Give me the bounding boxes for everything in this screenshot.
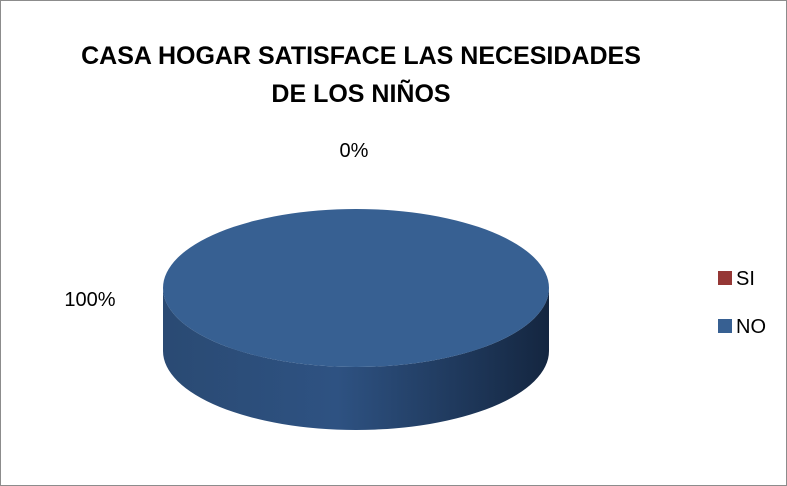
pie-side-no [163,288,549,430]
legend-swatch-si [718,271,732,285]
pie-slice-no [163,209,549,367]
legend-label-si: SI [736,268,755,290]
legend-label-no: NO [736,316,766,338]
data-label-si: 0% [340,140,369,162]
data-label-no: 100% [64,289,115,311]
chart-title: CASA HOGAR SATISFACE LAS NECESIDADES DE … [81,42,641,108]
legend-swatch-no [718,319,732,333]
